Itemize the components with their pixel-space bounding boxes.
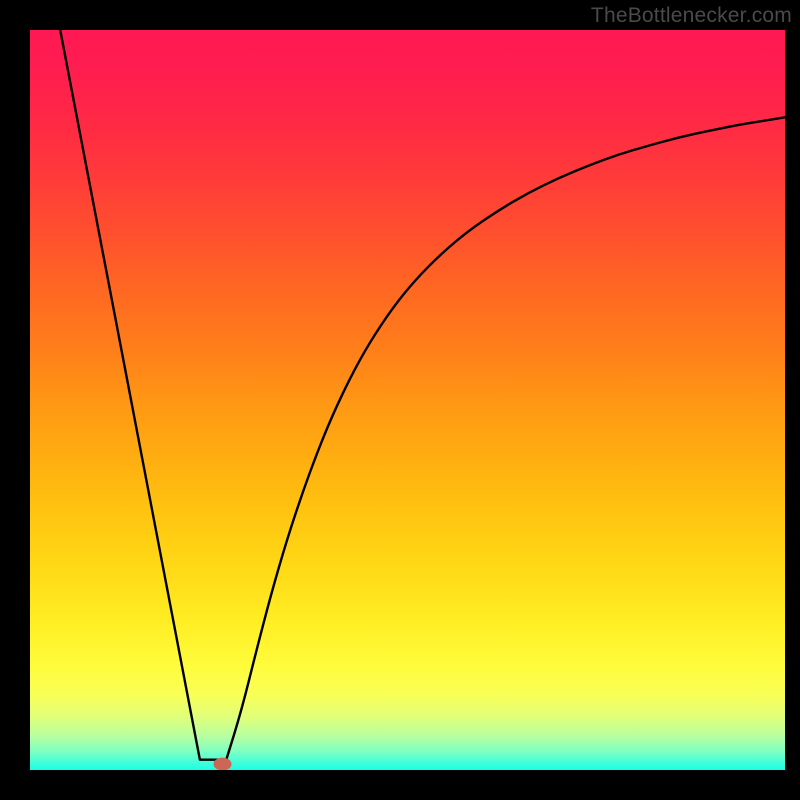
curve-layer xyxy=(30,30,785,770)
optimum-marker xyxy=(214,758,232,770)
plot-area xyxy=(30,30,785,770)
watermark-text: TheBottlenecker.com xyxy=(591,4,792,28)
chart-container: TheBottlenecker.com xyxy=(0,0,800,800)
bottleneck-curve xyxy=(60,30,785,760)
